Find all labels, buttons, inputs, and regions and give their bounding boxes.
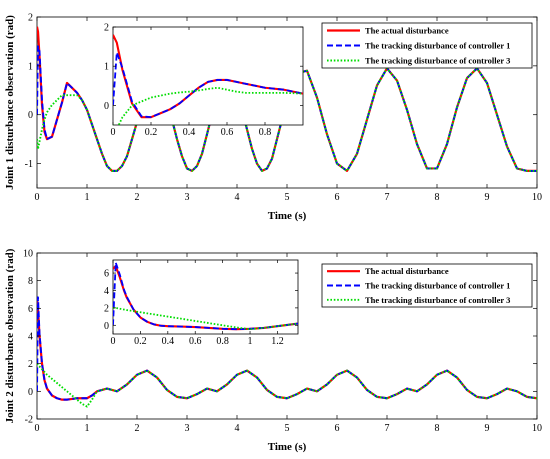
chart2-xtick-label: 5 [285,423,290,434]
chart2-inset-xtick-label: 1.2 [271,336,284,347]
chart2-ytick-label: 10 [23,249,33,260]
chart2-inset-xtick-label: 1 [248,336,253,347]
chart1-inset: 0 0.2 0.4 0.6 0.8 0 1 2 [104,23,304,138]
chart2-xtick-label: 3 [185,423,190,434]
chart2-inset-series-3-line [113,306,298,331]
chart1-xtick-label: 0 [35,192,40,203]
chart2-ytick-label: 6 [28,304,33,315]
chart1-inset-ytick-label: 2 [104,23,109,34]
chart2-inset: 0 0.2 0.4 0.6 0.8 1 1.2 0 2 4 6 [104,259,299,347]
chart2-ytick-label: 2 [28,359,33,370]
chart1-inset-xtick-label: 0.2 [145,127,158,138]
chart1-ytick-label: 2 [28,13,33,24]
chart1-xtick-label: 3 [185,192,190,203]
chart2-inset-ytick-label: 0 [104,321,109,332]
chart1-xtick-label: 9 [485,192,490,203]
chart2-ytick-label: -2 [25,415,33,426]
chart2-legend-label-2: The tracking disturbance of controller 1 [365,281,510,291]
chart2-inset-xtick-label: 0 [111,336,116,347]
chart2-legend: The actual disturbance The tracking distu… [321,263,533,308]
chart2-legend-label-3: The tracking disturbance of controller 3 [365,295,510,305]
chart1-xtick-label: 10 [532,192,542,203]
chart2-legend-label-1: The actual disturbance [365,266,449,276]
chart1-ytick-label: 0 [28,110,33,121]
chart1-legend: The actual disturbance The tracking distu… [321,22,533,69]
chart1-xtick-label: 8 [435,192,440,203]
chart1-ytick-label: 1 [28,61,33,72]
chart2-series-3-line [37,363,537,408]
chart1-y-axis-label: Joint 1 disturbance observation (rad) [4,15,16,190]
chart1-x-axis-label: Time (s) [268,210,307,222]
chart2-xtick-label: 1 [85,423,90,434]
chart1-inset-ytick-label: 0 [104,101,109,112]
chart1-inset-xtick-label: 0 [111,127,116,138]
chart1-legend-label-2: The tracking disturbance of controller 1 [365,41,510,51]
chart1-xtick-label: 4 [235,192,240,203]
chart2-inset-plot-area [112,259,299,335]
chart2-ytick-label: 4 [28,332,33,343]
chart1-inset-xtick-label: 0.4 [183,127,196,138]
chart2-inset-xtick-label: 0.2 [134,336,147,347]
chart2-y-axis-label: Joint 2 disturbance observation (rad) [4,248,16,423]
chart2-inset-ytick-label: 4 [104,286,109,297]
chart2-xtick-label: 0 [35,423,40,434]
chart1-legend-label-1: The actual disturbance [365,26,449,36]
chart2-ytick-label: 0 [28,387,33,398]
chart1-series-3-line [37,67,537,172]
chart1-inset-ytick-label: 1 [104,62,109,73]
chart2-inset-ytick-label: 6 [104,269,109,280]
chart2-x-axis-label: Time (s) [268,441,307,453]
chart2-inset-ytick-label: 2 [104,303,109,314]
chart1-inset-series-3-line [113,86,303,125]
chart1-xtick-label: 1 [85,192,90,203]
chart1-inset-xtick-label: 0.6 [221,127,234,138]
chart2-xtick-label: 4 [235,423,240,434]
chart2-xtick-label: 8 [435,423,440,434]
chart1-xtick-label: 7 [385,192,390,203]
chart2-ytick-label: 8 [28,276,33,287]
chart2-inset-xtick-label: 0.6 [189,336,202,347]
chart2-xtick-label: 6 [335,423,340,434]
chart2-inset-series-2-line [113,261,298,331]
chart1-ytick-label: -1 [25,159,33,170]
chart1-inset-xtick-label: 0.8 [259,127,272,138]
chart1-legend-label-3: The tracking disturbance of controller 3 [365,56,510,66]
chart1-xtick-label: 6 [335,192,340,203]
chart2-xtick-label: 2 [135,423,140,434]
chart1-xtick-label: 5 [285,192,290,203]
chart1-inset-series-2-line [113,51,303,119]
chart1-xtick-label: 2 [135,192,140,203]
chart2-xtick-label: 10 [532,423,542,434]
chart1-inset-plot-area [112,26,304,126]
chart2-inset-xtick-label: 0.4 [162,336,175,347]
chart2-xtick-label: 7 [385,423,390,434]
chart2-xtick-label: 9 [485,423,490,434]
chart2-inset-xtick-label: 0.8 [216,336,229,347]
